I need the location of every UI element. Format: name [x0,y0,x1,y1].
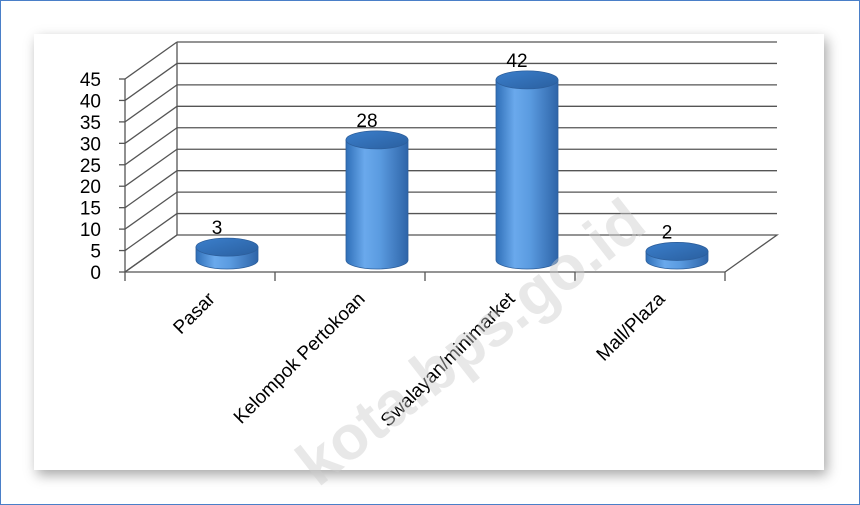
gridline-side [124,127,178,166]
y-tick-label: 35 [80,113,101,134]
gridline-side [124,62,178,101]
gridline-side [124,84,178,123]
bar [495,70,559,270]
bar-body [345,139,409,270]
data-label: 42 [506,51,527,72]
y-tick-label: 15 [80,199,101,220]
bar-top [645,242,709,261]
y-tick-label: 45 [80,70,101,91]
y-tick-label: 10 [80,220,101,241]
axis-layer [119,42,780,281]
gridline-side [124,41,178,80]
y-tick-label: 20 [80,177,101,198]
bar [195,237,259,270]
bar [345,130,409,270]
bar-top [195,237,259,257]
data-label: 2 [662,222,673,243]
category-label: Pasar [170,288,220,338]
gridline-side [124,105,178,144]
data-label: 28 [356,111,377,132]
grid-layer [124,41,777,273]
y-tick-label: 30 [80,134,101,155]
bar-top [345,130,409,150]
y-tick-label: 40 [80,91,101,112]
bar-body [495,79,559,270]
bar-top [495,70,559,90]
y-tick-label: 0 [90,263,101,284]
gridline-side [124,191,178,230]
gridline-side [124,148,178,187]
gridline-side [124,170,178,209]
y-tick-label: 5 [90,242,101,263]
bar [645,242,709,270]
y-tick-label: 25 [80,156,101,177]
data-label: 3 [212,218,223,239]
category-label: Mall/Plaza [593,288,670,365]
bar-layer [195,70,709,270]
gridline-side [124,213,178,252]
floor-outline [124,234,780,273]
